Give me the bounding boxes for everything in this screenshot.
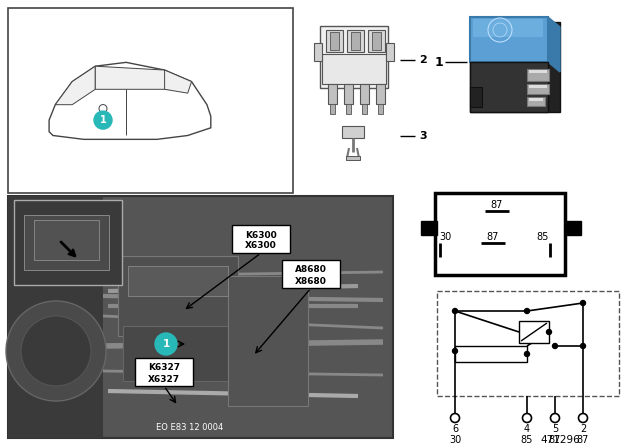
Bar (123, 326, 263, 381)
Text: EO E83 12 0004: EO E83 12 0004 (156, 423, 223, 432)
Bar (346, 104, 351, 114)
Bar (8, 196, 103, 438)
Text: K6300: K6300 (245, 231, 277, 240)
Bar (368, 30, 385, 52)
Bar (14, 200, 122, 285)
Bar (342, 126, 364, 138)
Bar (372, 32, 381, 50)
Text: 471296: 471296 (540, 435, 580, 445)
Circle shape (452, 309, 458, 314)
Polygon shape (164, 70, 191, 93)
Circle shape (525, 309, 529, 314)
Polygon shape (470, 62, 548, 112)
Bar (320, 26, 388, 88)
Circle shape (452, 349, 458, 353)
Bar (529, 70, 547, 73)
Text: X8680: X8680 (295, 276, 327, 285)
Circle shape (525, 352, 529, 357)
Bar (328, 84, 337, 104)
Text: X6327: X6327 (148, 375, 180, 383)
Circle shape (94, 111, 112, 129)
Bar (322, 54, 386, 84)
Circle shape (580, 344, 586, 349)
Text: K6327: K6327 (148, 363, 180, 372)
Text: X6300: X6300 (245, 241, 277, 250)
Bar (519, 321, 549, 343)
Polygon shape (55, 66, 95, 105)
Circle shape (550, 414, 559, 422)
Bar (437, 291, 619, 396)
Circle shape (547, 329, 552, 335)
Text: 4: 4 (524, 424, 530, 434)
Bar (529, 98, 543, 101)
Text: 87: 87 (549, 435, 561, 445)
Bar (128, 266, 228, 296)
Polygon shape (95, 66, 172, 89)
Bar (378, 104, 383, 114)
Bar (347, 30, 364, 52)
Circle shape (21, 316, 91, 386)
Text: 87: 87 (487, 232, 499, 242)
Bar (351, 32, 360, 50)
Text: 1: 1 (435, 56, 444, 69)
Bar (8, 8, 293, 193)
Circle shape (580, 301, 586, 306)
Bar (232, 225, 290, 253)
Bar (346, 156, 360, 160)
Text: A8680: A8680 (295, 266, 327, 275)
Circle shape (6, 301, 106, 401)
Circle shape (155, 333, 177, 355)
Text: 1: 1 (163, 339, 170, 349)
Text: 85: 85 (537, 232, 549, 242)
Bar (470, 87, 482, 107)
Bar (565, 221, 581, 235)
Bar (435, 193, 565, 275)
Bar (376, 84, 385, 104)
Bar (24, 215, 109, 270)
Bar (8, 196, 393, 438)
Text: 87: 87 (491, 200, 503, 210)
Polygon shape (548, 17, 560, 72)
Text: 2: 2 (580, 424, 586, 434)
Bar (386, 43, 394, 61)
Bar (527, 97, 545, 106)
Text: 87: 87 (577, 435, 589, 445)
Bar (118, 256, 238, 336)
Bar (527, 69, 549, 81)
Bar (360, 84, 369, 104)
Polygon shape (470, 17, 548, 62)
Text: 5: 5 (552, 424, 558, 434)
Text: 6: 6 (452, 424, 458, 434)
Bar (228, 276, 308, 406)
Circle shape (579, 414, 588, 422)
Bar (421, 221, 437, 235)
Text: 85: 85 (521, 435, 533, 445)
Bar (473, 19, 543, 37)
Circle shape (522, 414, 531, 422)
Bar (330, 32, 339, 50)
Bar (326, 30, 343, 52)
Bar (330, 104, 335, 114)
Text: 2: 2 (419, 55, 427, 65)
Bar (470, 22, 560, 112)
Circle shape (552, 344, 557, 349)
Bar (135, 358, 193, 386)
Polygon shape (49, 62, 211, 139)
Text: 30: 30 (439, 232, 451, 242)
Bar (362, 104, 367, 114)
Bar (529, 85, 547, 88)
Bar (455, 346, 527, 362)
Circle shape (451, 414, 460, 422)
Bar (344, 84, 353, 104)
Bar (34, 220, 99, 260)
Bar (282, 260, 340, 288)
Text: 3: 3 (419, 131, 427, 141)
Bar (527, 84, 549, 94)
Text: 1: 1 (100, 115, 106, 125)
Bar (314, 43, 322, 61)
Text: 30: 30 (449, 435, 461, 445)
